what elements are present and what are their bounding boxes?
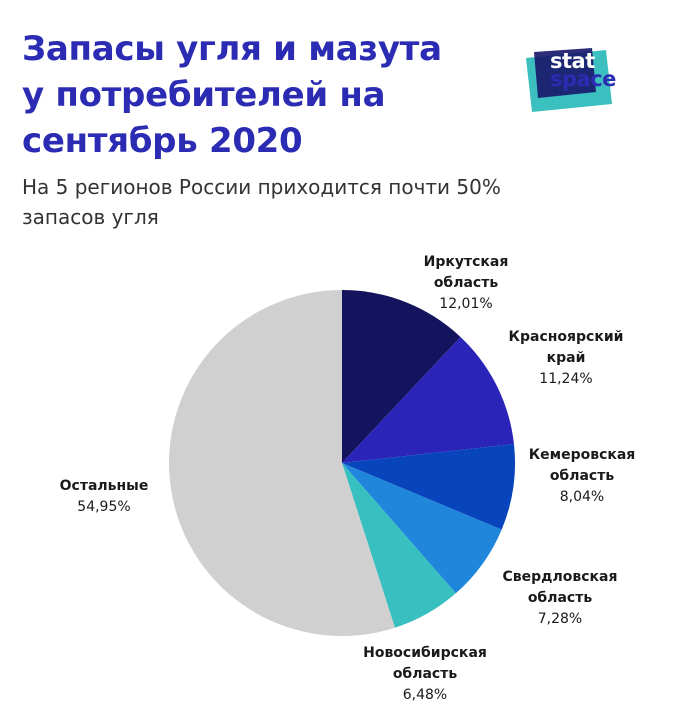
chart-subtitle: На 5 регионов России приходится почти 50…: [22, 172, 582, 232]
slice-name: область: [434, 275, 499, 291]
pie-slice: [342, 463, 456, 628]
slice-name: область: [528, 590, 593, 606]
slice-label: Красноярский край 11,24%: [509, 329, 624, 387]
slice-value: 54,95%: [77, 499, 130, 515]
slice-name: край: [547, 350, 586, 366]
slice-name: Остальные: [60, 478, 149, 494]
slice-label: Кемеровская область 8,04%: [529, 447, 636, 505]
slice-value: 11,24%: [539, 371, 592, 387]
statspace-logo: stat space: [522, 46, 652, 118]
slice-name: область: [550, 468, 615, 484]
logo-shapes-icon: [526, 48, 612, 112]
pie-slice: [342, 290, 461, 463]
pie-slices: [168, 290, 515, 636]
pie-labels: Иркутская область 12,01% Красноярский край 11…: [60, 254, 636, 703]
chart-subtitle-line: На 5 регионов России приходится почти 50…: [22, 175, 501, 199]
chart-title-line: Запасы угля и мазута: [22, 29, 442, 69]
logo-text-line2: space: [550, 67, 616, 91]
slice-label: Новосибирская область 6,48%: [363, 645, 487, 703]
logo-text-line1: stat: [550, 49, 595, 73]
slice-value: 7,28%: [538, 611, 582, 627]
slice-name: Новосибирская: [363, 645, 487, 661]
chart-title-line: сентябрь 2020: [22, 121, 303, 161]
slice-label: Иркутская область 12,01%: [424, 254, 509, 312]
slice-value: 8,04%: [560, 489, 604, 505]
slice-name: Кемеровская: [529, 447, 636, 463]
slice-name: область: [393, 666, 458, 682]
logo-text: stat space: [550, 49, 616, 91]
slice-label: Свердловская область 7,28%: [503, 569, 618, 627]
pie-slice: [342, 336, 514, 463]
slice-value: 6,48%: [403, 687, 447, 703]
slice-name: Свердловская: [503, 569, 618, 585]
slice-name: Красноярский: [509, 329, 624, 345]
chart-title: Запасы угля и мазута у потребителей на с…: [22, 26, 492, 164]
slice-label: Остальные 54,95%: [60, 478, 149, 515]
pie-slice: [342, 444, 515, 530]
slice-value: 12,01%: [439, 296, 492, 312]
pie-slice: [342, 463, 502, 594]
pie-slice: [168, 290, 395, 636]
slice-name: Иркутская: [424, 254, 509, 270]
chart-subtitle-line: запасов угля: [22, 205, 159, 229]
chart-title-line: у потребителей на: [22, 75, 386, 115]
